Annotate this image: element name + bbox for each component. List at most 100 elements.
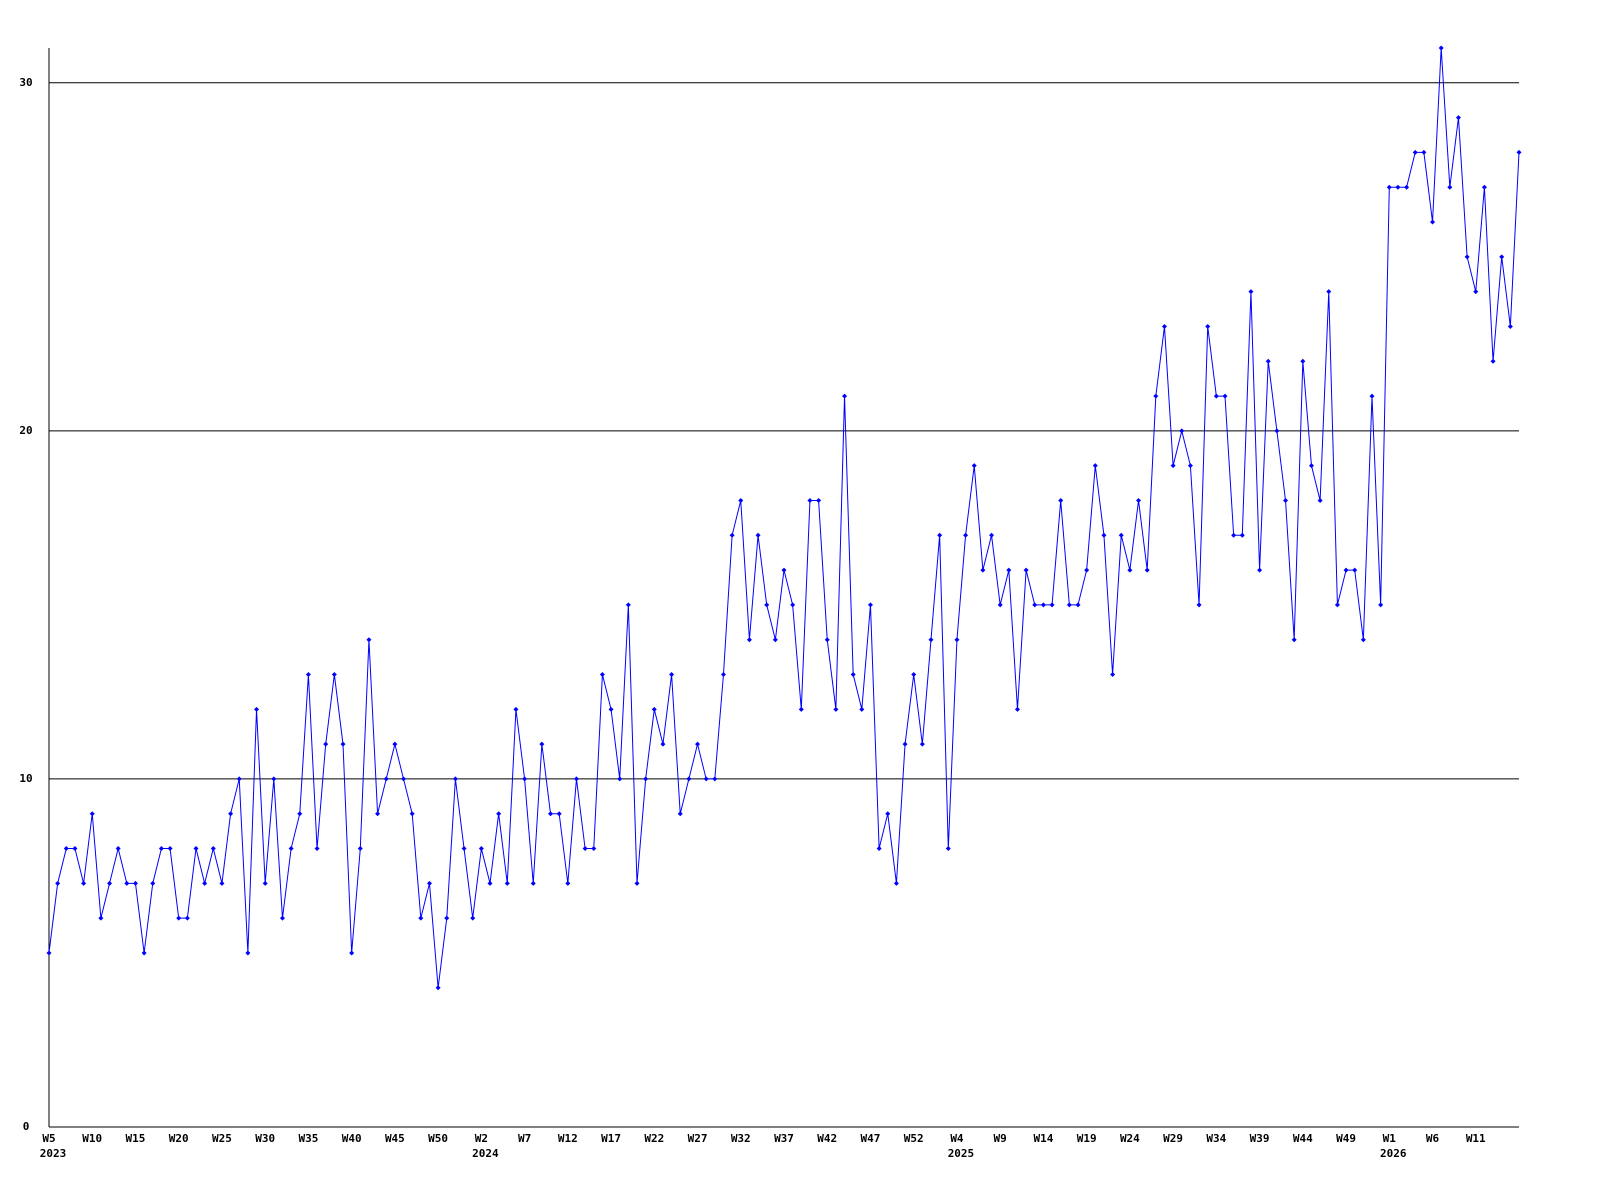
data-point: [98, 915, 104, 921]
data-point: [496, 811, 502, 817]
data-point: [115, 846, 121, 852]
data-point: [772, 637, 778, 643]
x-tick-label: W52: [904, 1132, 924, 1145]
data-point: [556, 811, 562, 817]
data-point: [219, 880, 225, 886]
data-point: [1352, 567, 1358, 573]
data-point: [1231, 532, 1237, 538]
x-tick-label: W10: [82, 1132, 102, 1145]
data-point: [167, 846, 173, 852]
data-point: [81, 880, 87, 886]
data-point: [487, 880, 493, 886]
data-point: [686, 776, 692, 782]
data-point: [850, 672, 856, 678]
x-tick-label: W50: [428, 1132, 448, 1145]
data-point: [262, 880, 268, 886]
data-point: [1386, 184, 1392, 190]
data-point: [210, 846, 216, 852]
data-point: [1257, 567, 1263, 573]
data-point: [980, 567, 986, 573]
data-point: [1490, 358, 1496, 364]
data-point: [643, 776, 649, 782]
data-point: [1032, 602, 1038, 608]
data-point: [314, 846, 320, 852]
data-point: [660, 741, 666, 747]
data-point: [383, 776, 389, 782]
data-point: [1161, 323, 1167, 329]
x-tick-label: W32: [731, 1132, 751, 1145]
data-point: [798, 706, 804, 712]
data-point: [893, 880, 899, 886]
x-tick-label: W34: [1206, 1132, 1226, 1145]
data-point: [1144, 567, 1150, 573]
data-point: [366, 637, 372, 643]
data-point: [1066, 602, 1072, 608]
x-tick-label: W6: [1426, 1132, 1440, 1145]
data-point: [1291, 637, 1297, 643]
data-point: [937, 532, 943, 538]
data-point: [1205, 323, 1211, 329]
x-tick-label: W30: [255, 1132, 275, 1145]
data-point: [107, 880, 113, 886]
data-point: [565, 880, 571, 886]
data-point: [1075, 602, 1081, 608]
data-point: [1222, 393, 1228, 399]
x-tick-label: W11: [1466, 1132, 1486, 1145]
data-point: [919, 741, 925, 747]
data-point: [1447, 184, 1453, 190]
data-point: [591, 846, 597, 852]
data-point: [833, 706, 839, 712]
x-tick-label: W14: [1033, 1132, 1053, 1145]
data-point: [150, 880, 156, 886]
x-tick-label: W44: [1293, 1132, 1313, 1145]
data-point: [141, 950, 147, 956]
data-point: [392, 741, 398, 747]
x-tick-label: W39: [1250, 1132, 1270, 1145]
data-point: [1196, 602, 1202, 608]
data-point: [1058, 497, 1064, 503]
data-point: [695, 741, 701, 747]
data-point: [582, 846, 588, 852]
data-point: [478, 846, 484, 852]
data-point: [790, 602, 796, 608]
y-tick-label: 30: [19, 76, 32, 89]
x-tick-label: W19: [1077, 1132, 1097, 1145]
x-tick-label: W49: [1336, 1132, 1356, 1145]
data-point: [867, 602, 873, 608]
data-point: [184, 915, 190, 921]
data-point: [1369, 393, 1375, 399]
data-point: [1421, 149, 1427, 155]
data-point: [228, 811, 234, 817]
x-tick-label: W37: [774, 1132, 794, 1145]
data-point: [1360, 637, 1366, 643]
series-line: [48, 47, 1520, 988]
data-point: [1507, 323, 1513, 329]
data-point: [634, 880, 640, 886]
x-tick-label: W12: [558, 1132, 578, 1145]
data-point: [158, 846, 164, 852]
data-point: [1118, 532, 1124, 538]
data-point: [401, 776, 407, 782]
data-point: [573, 776, 579, 782]
data-point: [1412, 149, 1418, 155]
data-point: [435, 985, 441, 991]
data-point: [755, 532, 761, 538]
data-point: [236, 776, 242, 782]
data-point: [444, 915, 450, 921]
data-point: [1499, 254, 1505, 260]
data-point: [911, 672, 917, 678]
data-point: [375, 811, 381, 817]
x-tick-label: W17: [601, 1132, 621, 1145]
data-point: [651, 706, 657, 712]
data-point: [357, 846, 363, 852]
data-point: [945, 846, 951, 852]
x-tick-label: W20: [169, 1132, 189, 1145]
data-point: [452, 776, 458, 782]
data-point: [409, 811, 415, 817]
x-tick-label: W15: [126, 1132, 146, 1145]
data-point: [132, 880, 138, 886]
data-point: [963, 532, 969, 538]
data-point: [297, 811, 303, 817]
